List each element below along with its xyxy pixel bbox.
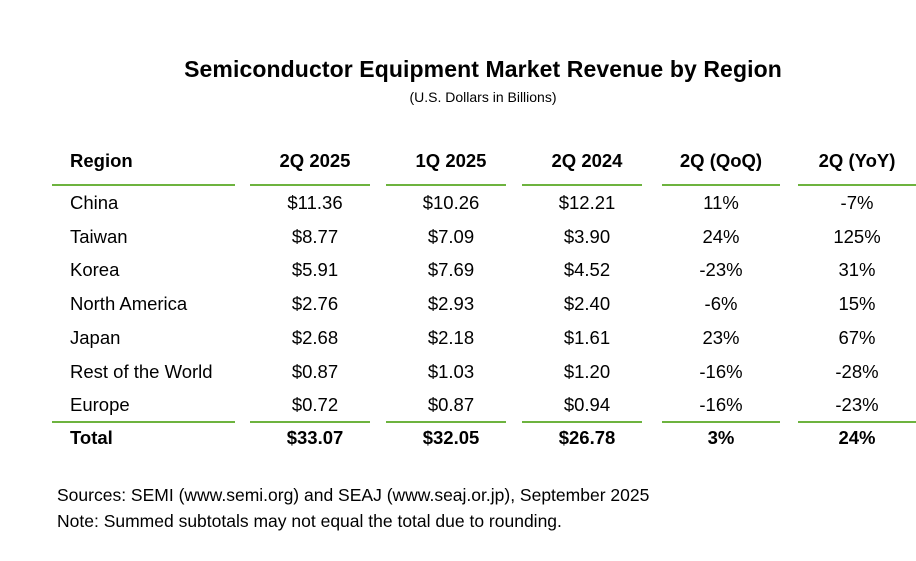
cell-qoq: 24%: [702, 225, 740, 247]
cell-1q-2025: $2.18: [427, 326, 475, 348]
cell-yoy: -28%: [835, 360, 879, 382]
cell-qoq: -6%: [704, 293, 738, 315]
header-underline-yoy: [798, 184, 916, 186]
header-yoy: 2Q (YoY): [818, 150, 896, 171]
cell-yoy: 125%: [833, 225, 881, 247]
cell-1q-2025: $2.93: [427, 293, 475, 315]
cell-2q-2025: $2.76: [291, 293, 339, 315]
cell-region: Rest of the World: [70, 360, 213, 382]
header-underline-2q-2024: [522, 184, 642, 186]
cell-2q-2024: $0.94: [563, 394, 611, 416]
cell-region: North America: [70, 293, 188, 315]
cell-region: China: [70, 192, 119, 213]
cell-2q-2024: $3.90: [563, 225, 611, 247]
cell-yoy: 15%: [838, 293, 876, 315]
cell-2q-2024: $1.20: [563, 360, 611, 382]
total-2q-2025: $33.07: [286, 427, 344, 448]
cell-1q-2025: $7.09: [427, 225, 475, 247]
rounding-note: Note: Summed subtotals may not equal the…: [57, 511, 562, 531]
header-underline-2q-2025: [250, 184, 370, 186]
cell-qoq: 23%: [702, 326, 740, 348]
cell-region: Taiwan: [70, 225, 128, 247]
cell-2q-2025: $2.68: [291, 326, 339, 348]
total-rule-region: [52, 421, 235, 423]
total-qoq: 3%: [707, 427, 735, 448]
cell-2q-2024: $2.40: [563, 293, 611, 315]
header-qoq: 2Q (QoQ): [679, 150, 763, 171]
cell-qoq: -16%: [699, 394, 743, 416]
cell-1q-2025: $10.26: [422, 192, 480, 213]
header-2q-2024: 2Q 2024: [551, 150, 623, 171]
cell-region: Korea: [70, 259, 120, 281]
cell-yoy: -23%: [835, 394, 879, 416]
total-rule-1q-2025: [386, 421, 506, 423]
total-label: Total: [70, 427, 113, 448]
total-1q-2025: $32.05: [422, 427, 480, 448]
cell-2q-2024: $4.52: [563, 259, 611, 281]
header-underline-qoq: [662, 184, 780, 186]
sources-note: Sources: SEMI (www.semi.org) and SEAJ (w…: [57, 485, 650, 505]
total-rule-2q-2024: [522, 421, 642, 423]
header-2q-2025: 2Q 2025: [279, 150, 351, 171]
cell-2q-2025: $0.87: [291, 360, 339, 382]
table-title: Semiconductor Equipment Market Revenue b…: [184, 56, 782, 82]
cell-region: Japan: [70, 326, 121, 348]
cell-2q-2025: $11.36: [287, 192, 343, 213]
cell-yoy: 67%: [838, 326, 876, 348]
cell-2q-2025: $0.72: [291, 394, 339, 416]
total-rule-qoq: [662, 421, 780, 423]
total-2q-2024: $26.78: [558, 427, 616, 448]
total-rule-yoy: [798, 421, 916, 423]
cell-region: Europe: [70, 394, 130, 416]
cell-yoy: -7%: [840, 192, 874, 213]
header-underline-1q-2025: [386, 184, 506, 186]
cell-1q-2025: $0.87: [427, 394, 475, 416]
cell-1q-2025: $1.03: [427, 360, 475, 382]
header-region: Region: [70, 150, 133, 171]
cell-1q-2025: $7.69: [427, 259, 475, 281]
cell-yoy: 31%: [838, 259, 876, 281]
cell-qoq: -16%: [699, 360, 743, 382]
total-yoy: 24%: [838, 427, 876, 448]
cell-qoq: 11%: [703, 192, 739, 213]
cell-2q-2024: $12.21: [558, 192, 616, 213]
header-1q-2025: 1Q 2025: [415, 150, 487, 171]
header-underline-region: [52, 184, 235, 186]
cell-2q-2025: $5.91: [291, 259, 339, 281]
cell-2q-2025: $8.77: [291, 225, 339, 247]
cell-2q-2024: $1.61: [563, 326, 611, 348]
cell-qoq: -23%: [699, 259, 743, 281]
total-rule-2q-2025: [250, 421, 370, 423]
table-subtitle: (U.S. Dollars in Billions): [409, 89, 557, 105]
